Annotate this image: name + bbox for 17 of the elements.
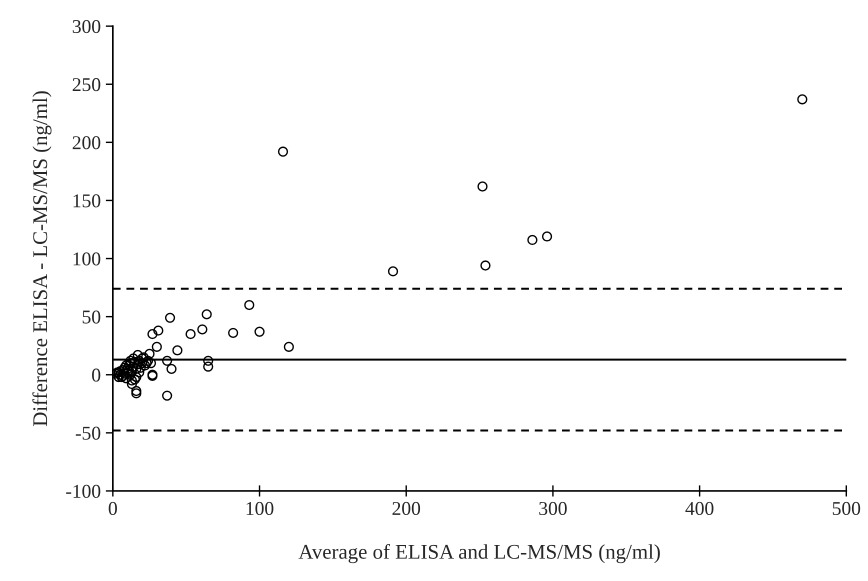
y-tick-label: 300 xyxy=(72,20,100,34)
y-tick-label: 250 xyxy=(72,78,100,92)
x-tick-label: 400 xyxy=(685,502,714,516)
x-axis-title: Average of ELISA and LC-MS/MS (ng/ml) xyxy=(298,544,660,564)
y-tick-label: 100 xyxy=(74,252,100,266)
y-tick-label: 200 xyxy=(72,136,100,150)
y-tick-label: 50 xyxy=(82,310,100,324)
y-tick-label: 0 xyxy=(92,368,100,382)
y-tick-label: -100 xyxy=(66,484,100,498)
x-tick-label: 300 xyxy=(539,502,567,516)
y-tick-label: -50 xyxy=(76,426,100,440)
x-tick-label: 500 xyxy=(832,502,860,516)
x-tick-label: 0 xyxy=(108,502,117,516)
x-tick-label: 100 xyxy=(246,502,274,516)
x-tick-label: 200 xyxy=(392,502,420,516)
y-tick-label: 150 xyxy=(74,194,100,208)
y-axis-title: Difference ELISA - LC-MS/MS (ng/ml) xyxy=(32,91,52,426)
